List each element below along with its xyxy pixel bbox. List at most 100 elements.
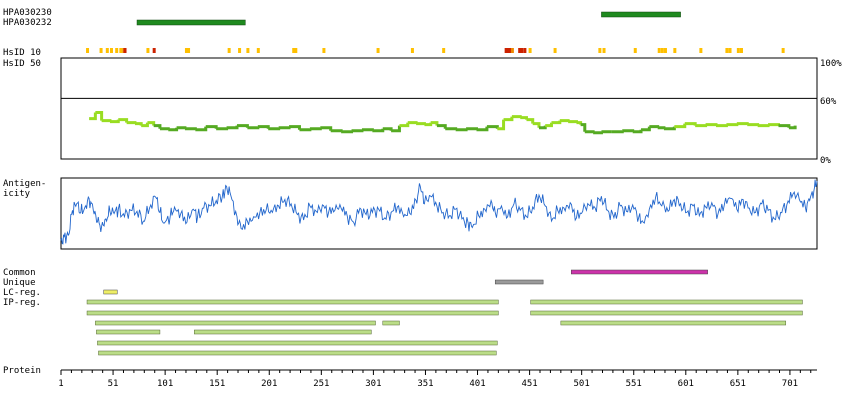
antigenicity-panel (60, 177, 818, 250)
hsid-mark (376, 48, 380, 53)
track-bar (103, 289, 118, 295)
x-tick-label: 301 (365, 379, 381, 389)
x-tick-label: 501 (574, 379, 590, 389)
hsid-mark (105, 48, 109, 53)
x-tick-label: 201 (261, 379, 277, 389)
hsid-mark (294, 48, 298, 53)
identity-segment (195, 126, 208, 132)
ip-reg-bar (86, 299, 499, 305)
identity-segment (476, 126, 489, 132)
identity-segment (216, 127, 229, 131)
identity-segment (584, 130, 595, 134)
x-tick-label: 1 (58, 379, 63, 389)
x-axis: 1 51 101 151 201 251 301 351 401 451 501 551 601 651 7… (58, 369, 817, 389)
x-tick-label: 401 (469, 379, 485, 389)
identity-segment (551, 120, 562, 125)
identity-segment (372, 128, 385, 133)
hsid-mark (602, 48, 606, 53)
x-tick-label: 251 (313, 379, 329, 389)
identity-segment (576, 121, 583, 125)
hsid-mark (504, 48, 508, 53)
hsid-mark (528, 48, 532, 53)
identity-segment (695, 124, 708, 128)
identity-segment (466, 127, 478, 131)
hsid-mark (728, 48, 732, 53)
identity-segment (341, 130, 354, 134)
x-tick-label: 701 (782, 379, 798, 389)
hsid-marks (86, 48, 785, 53)
identity-segment (159, 127, 170, 131)
hsid-mark (739, 48, 743, 53)
antigenicity-label-line1: Antigen- (3, 179, 46, 189)
track-bar (494, 279, 544, 285)
hsid-mark (781, 48, 785, 53)
identity-segment (320, 126, 333, 131)
hsid-mark (699, 48, 703, 53)
hsid-mark (292, 48, 296, 53)
identity-segment (726, 123, 739, 127)
identity-segment (226, 125, 239, 130)
hsid-mark (508, 48, 512, 53)
identity-segment (788, 125, 797, 130)
hsid-mark (86, 48, 90, 53)
identity-segment (184, 127, 197, 131)
identity-segment (236, 124, 249, 128)
identity-ytick-60: 60% (820, 97, 837, 107)
ip-reg-bar (194, 329, 372, 335)
identity-segment (205, 125, 218, 129)
hsid-mark (663, 48, 667, 53)
identity-segment (757, 124, 770, 128)
antigenicity-frame (60, 177, 818, 250)
hsid-mark (736, 48, 740, 53)
hsid-mark (187, 48, 191, 53)
hsid-mark (146, 48, 150, 53)
identity-segment (715, 124, 728, 128)
identity-segment (89, 112, 97, 121)
x-tick-label: 551 (626, 379, 642, 389)
identity-segment (351, 129, 364, 133)
ip-reg-bar (382, 320, 400, 326)
ip-reg-bar (530, 299, 803, 305)
antibody-label: HPA030232 (3, 18, 52, 28)
identity-series (89, 111, 797, 135)
hsid-mark (725, 48, 729, 53)
hsid-mark (123, 48, 127, 53)
identity-segment (118, 118, 129, 123)
identity-frame (60, 57, 818, 160)
identity-segment (126, 121, 137, 125)
hsid-mark (115, 48, 119, 53)
identity-segment (153, 124, 162, 129)
identity-segment (309, 127, 322, 131)
identity-segment (778, 124, 791, 128)
hsid-mark (246, 48, 250, 53)
identity-segment (257, 125, 270, 129)
hsid-mark (660, 48, 664, 53)
identity-segment (663, 126, 676, 131)
identity-segment (416, 122, 426, 126)
x-axis-ticks: 1 51 101 151 201 251 301 351 401 451 501 551 601 651 7… (58, 370, 812, 389)
ip-reg-bar (96, 329, 161, 335)
ip-reg-bar (530, 310, 803, 316)
identity-segment (559, 119, 570, 123)
x-tick-label: 351 (417, 379, 433, 389)
hsid-mark (657, 48, 661, 53)
hsid-mark (152, 48, 156, 53)
ip-reg-bar (98, 350, 497, 356)
hsid-mark (442, 48, 446, 53)
identity-segment (436, 124, 447, 129)
x-tick-label: 601 (678, 379, 694, 389)
track-label-ip-reg: IP-reg. (3, 298, 41, 308)
identity-segment (430, 121, 439, 126)
identity-segment (568, 120, 578, 124)
ip-reg-bar (95, 320, 376, 326)
identity-segment (382, 127, 393, 131)
hsid-mark (633, 48, 637, 53)
identity-ytick-100: 100% (820, 59, 842, 69)
identity-segment (247, 126, 260, 130)
hsid-mark (673, 48, 677, 53)
x-tick-label: 651 (730, 379, 746, 389)
identity-segment (399, 122, 410, 128)
x-tick-label: 101 (157, 379, 173, 389)
identity-segment (747, 123, 760, 127)
